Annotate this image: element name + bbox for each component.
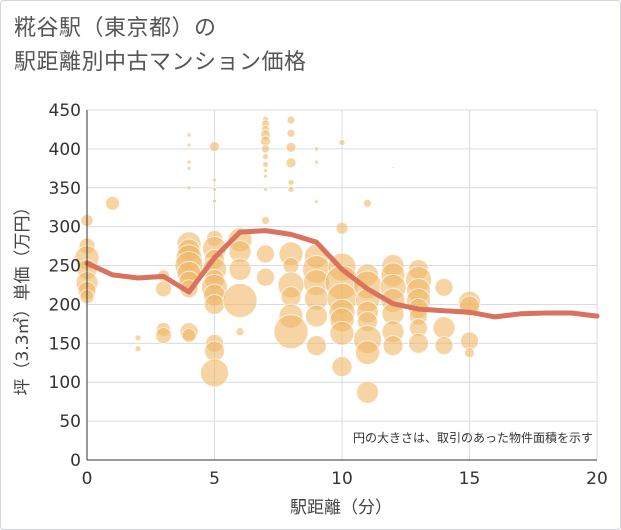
- data-point: [204, 340, 225, 362]
- x-tick-label: 5: [209, 469, 220, 489]
- y-tick-label: 400: [49, 140, 81, 160]
- data-point: [200, 358, 229, 388]
- data-point: [155, 280, 172, 298]
- data-point: [212, 198, 217, 204]
- data-point: [186, 165, 192, 171]
- data-point: [273, 314, 309, 350]
- data-point: [235, 327, 245, 337]
- data-point: [287, 178, 295, 186]
- data-point: [212, 177, 217, 183]
- data-point: [262, 153, 269, 161]
- data-point: [305, 304, 328, 328]
- data-point: [355, 340, 380, 366]
- x-tick-label: 15: [459, 469, 481, 489]
- size-annotation: 円の大きさは、取引のあった物件面積を示す: [353, 430, 593, 445]
- x-tick-label: 10: [331, 469, 353, 489]
- data-point: [329, 320, 355, 346]
- data-point: [256, 267, 275, 287]
- data-point: [408, 332, 429, 354]
- data-point: [356, 380, 379, 404]
- data-point: [286, 128, 296, 138]
- data-point: [434, 336, 454, 356]
- data-point: [331, 356, 353, 378]
- data-point: [209, 141, 220, 153]
- title-line-1: 糀谷駅（東京都）の: [14, 16, 217, 41]
- trend-line-path: [84, 228, 600, 320]
- data-point: [263, 168, 268, 174]
- x-tick-label: 20: [586, 469, 608, 489]
- x-axis-label: 駅距離（分）: [290, 498, 392, 518]
- data-point: [286, 115, 296, 125]
- y-tick-label: 150: [49, 334, 81, 354]
- data-point: [186, 185, 192, 191]
- chart-title: 糀谷駅（東京都）の 駅距離別中古マンション価格: [14, 12, 307, 80]
- x-tick-label: 0: [82, 469, 93, 489]
- data-point: [261, 215, 270, 225]
- data-point: [263, 186, 268, 192]
- data-point: [434, 277, 454, 297]
- data-point: [314, 146, 319, 152]
- data-point: [363, 198, 372, 208]
- data-point: [464, 347, 475, 359]
- y-tick-label: 0: [70, 451, 81, 471]
- data-point: [228, 257, 252, 281]
- data-point: [212, 186, 217, 192]
- data-point: [432, 316, 456, 340]
- data-point: [262, 160, 269, 168]
- title-line-2: 駅距離別中古マンション価格: [14, 50, 307, 75]
- data-point: [186, 159, 192, 165]
- data-point: [256, 244, 275, 264]
- data-point: [186, 142, 192, 148]
- trend-line: [84, 228, 600, 320]
- y-tick-label: 300: [49, 218, 81, 238]
- data-point: [335, 221, 349, 235]
- data-point: [186, 132, 192, 138]
- data-point: [285, 141, 297, 153]
- data-point: [134, 345, 142, 353]
- data-point: [314, 199, 319, 205]
- data-point: [382, 335, 404, 357]
- data-point: [338, 139, 346, 147]
- data-point: [222, 283, 258, 319]
- data-point: [391, 166, 395, 170]
- data-point: [314, 159, 319, 165]
- data-point: [105, 195, 120, 211]
- data-point: [181, 328, 197, 344]
- data-point: [261, 144, 270, 154]
- y-tick-label: 350: [49, 179, 81, 199]
- y-tick-label: 250: [49, 257, 81, 277]
- data-points: [74, 115, 481, 404]
- y-tick-label: 450: [49, 101, 81, 121]
- axes: 0 50 100 150 200 250 300 350 400 450 0 5 10 15 20: [49, 101, 608, 489]
- y-tick-label: 100: [49, 373, 81, 393]
- data-point: [155, 327, 172, 345]
- data-point: [287, 185, 295, 193]
- y-axis-label: 坪（3.3㎡）単価（万円）: [13, 198, 33, 395]
- data-point: [263, 173, 268, 179]
- data-point: [285, 157, 297, 169]
- data-point: [204, 293, 225, 315]
- y-tick-label: 200: [49, 295, 81, 315]
- data-point: [134, 334, 142, 342]
- data-point: [306, 335, 327, 357]
- y-tick-label: 50: [59, 412, 81, 432]
- data-point: [282, 257, 300, 275]
